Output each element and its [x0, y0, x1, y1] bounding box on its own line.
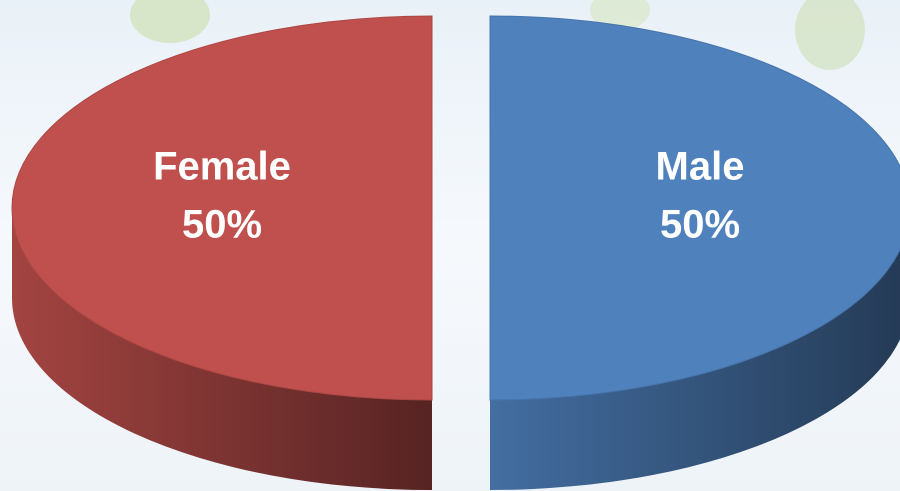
leaf	[795, 0, 865, 70]
leaf	[130, 0, 210, 43]
slice-value-label: 50%	[660, 203, 740, 247]
pie-slice	[489, 15, 900, 401]
pie-slice	[11, 15, 433, 401]
slice-wall	[12, 208, 432, 490]
slice-wall	[490, 249, 900, 490]
slice-category-label: Male	[656, 145, 745, 189]
slice-value-label: 50%	[182, 203, 262, 247]
slice-category-label: Female	[153, 145, 291, 189]
leaf	[590, 0, 650, 30]
